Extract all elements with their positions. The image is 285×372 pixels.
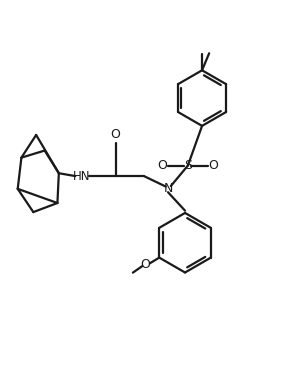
Text: O: O — [208, 159, 218, 172]
Text: N: N — [163, 182, 173, 195]
Text: O: O — [140, 258, 150, 271]
Text: O: O — [111, 128, 121, 141]
Text: S: S — [184, 159, 192, 172]
Text: O: O — [157, 159, 167, 172]
Text: HN: HN — [73, 170, 90, 183]
